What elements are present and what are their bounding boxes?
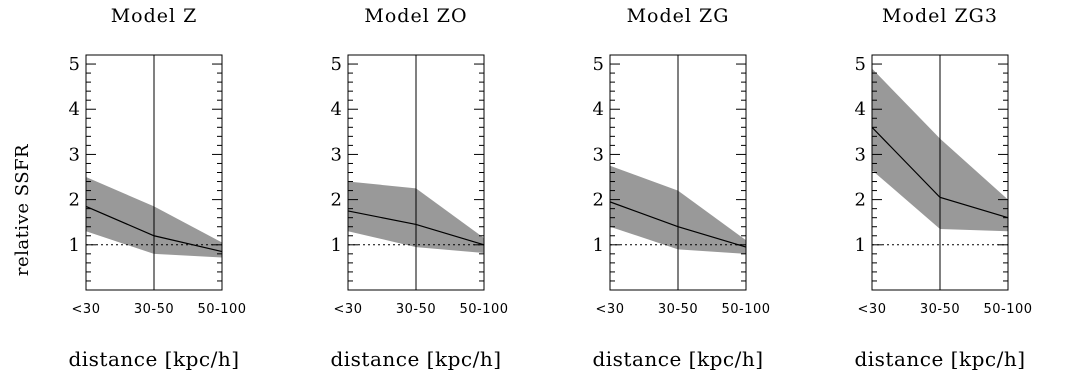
x-tick-label: 50-100 — [197, 302, 246, 317]
y-tick-label: 3 — [855, 144, 866, 165]
y-tick-label: 5 — [593, 54, 604, 75]
x-tick-label: 30-50 — [920, 302, 960, 317]
y-tick-label: 1 — [331, 235, 342, 256]
plot-frame — [85, 54, 223, 291]
y-tick-label: 3 — [593, 144, 604, 165]
x-tick-label: <30 — [858, 302, 887, 317]
y-tick-label: 4 — [593, 99, 604, 120]
x-axis-label: distance [kpc/h] — [592, 347, 763, 371]
panel-title: Model ZG — [627, 5, 730, 27]
y-tick-label: 4 — [331, 99, 342, 120]
panel-title: Model ZO — [364, 5, 467, 27]
y-tick-label: 2 — [331, 190, 342, 211]
median-line — [609, 201, 747, 248]
median-line — [85, 205, 223, 253]
plot-frame — [609, 54, 747, 291]
panel-title: Model ZG3 — [882, 5, 998, 27]
x-axis-label: distance [kpc/h] — [854, 347, 1025, 371]
x-tick-label: <30 — [334, 302, 363, 317]
plot-frame — [871, 54, 1009, 291]
y-tick-label: 2 — [69, 190, 80, 211]
panel-1: 1 2 3 4 5 <30 30-50 50-100 Model Z distance [kpc/… — [68, 5, 246, 371]
y-axis-label: relative SSFR — [12, 144, 33, 276]
y-tick-label: 5 — [69, 54, 80, 75]
y-tick-label: 1 — [855, 235, 866, 256]
y-tick-label: 5 — [855, 54, 866, 75]
panel-4: 1 2 3 4 5 <30 30-50 50-100 Model ZG3 distance [kp… — [854, 5, 1032, 371]
median-line — [871, 126, 1009, 219]
x-tick-label: <30 — [596, 302, 625, 317]
y-tick-label: 5 — [331, 54, 342, 75]
x-tick-label: 30-50 — [396, 302, 436, 317]
panel-2: 1 2 3 4 5 <30 30-50 50-100 Model ZO distance [kpc… — [330, 5, 508, 371]
y-tick-label: 3 — [331, 144, 342, 165]
median-line — [347, 210, 485, 246]
x-tick-label: 50-100 — [721, 302, 770, 317]
y-tick-label: 1 — [69, 235, 80, 256]
y-tick-label: 4 — [855, 99, 866, 120]
y-tick-label: 3 — [69, 144, 80, 165]
x-tick-label: 50-100 — [983, 302, 1032, 317]
y-tick-label: 2 — [855, 190, 866, 211]
y-tick-label: 2 — [593, 190, 604, 211]
x-tick-label: 50-100 — [459, 302, 508, 317]
plot-frame — [347, 54, 485, 291]
x-tick-label: 30-50 — [658, 302, 698, 317]
x-axis-label: distance [kpc/h] — [330, 347, 501, 371]
panel-3: 1 2 3 4 5 <30 30-50 50-100 Model ZG distance [kpc… — [592, 5, 770, 371]
y-tick-label: 4 — [69, 99, 80, 120]
y-tick-label: 1 — [593, 235, 604, 256]
x-tick-label: <30 — [72, 302, 101, 317]
panel-title: Model Z — [111, 5, 198, 27]
x-tick-label: 30-50 — [134, 302, 174, 317]
x-axis-label: distance [kpc/h] — [68, 347, 239, 371]
